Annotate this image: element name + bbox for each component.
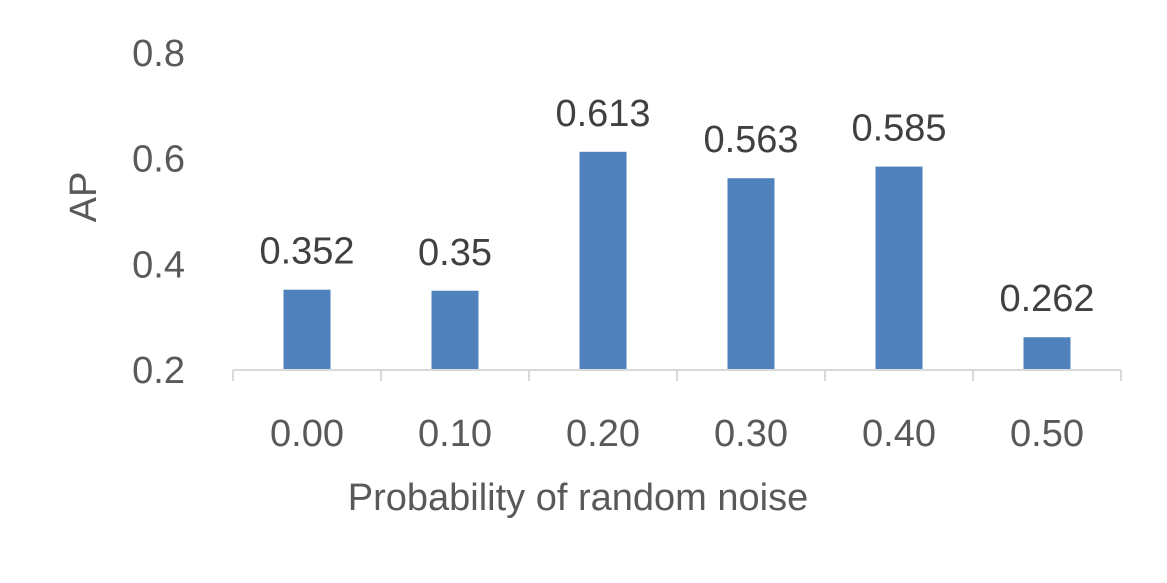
bar: [283, 289, 331, 370]
y-tick-label: 0.2: [132, 350, 185, 392]
x-axis-ticks: 0.00 0.10 0.20 0.30 0.40 0.50: [270, 413, 1084, 455]
x-tick-label: 0.20: [566, 413, 640, 455]
bars: [283, 151, 1071, 370]
bar: [431, 290, 479, 370]
data-label: 0.613: [555, 93, 650, 135]
x-tick-label: 0.10: [418, 413, 492, 455]
data-label: 0.585: [851, 108, 946, 150]
data-labels: 0.352 0.35 0.613 0.563 0.585 0.262: [259, 93, 1094, 320]
bar: [579, 151, 627, 370]
data-label: 0.35: [418, 232, 492, 274]
y-axis-title: AP: [63, 172, 105, 223]
x-tick-label: 0.00: [270, 413, 344, 455]
y-tick-label: 0.6: [132, 139, 185, 181]
x-tick-label: 0.50: [1010, 413, 1084, 455]
x-tick-label: 0.40: [862, 413, 936, 455]
data-label: 0.563: [703, 119, 798, 161]
x-axis: [232, 369, 1122, 381]
y-tick-label: 0.4: [132, 244, 185, 286]
bar: [727, 178, 775, 370]
y-axis-ticks: 0.2 0.4 0.6 0.8: [132, 33, 185, 392]
x-axis-title: Probability of random noise: [348, 477, 808, 519]
y-tick-label: 0.8: [132, 33, 185, 75]
data-label: 0.352: [259, 231, 354, 273]
x-tick-label: 0.30: [714, 413, 788, 455]
bar: [875, 166, 923, 370]
data-label: 0.262: [999, 278, 1094, 320]
bar: [1023, 337, 1071, 370]
